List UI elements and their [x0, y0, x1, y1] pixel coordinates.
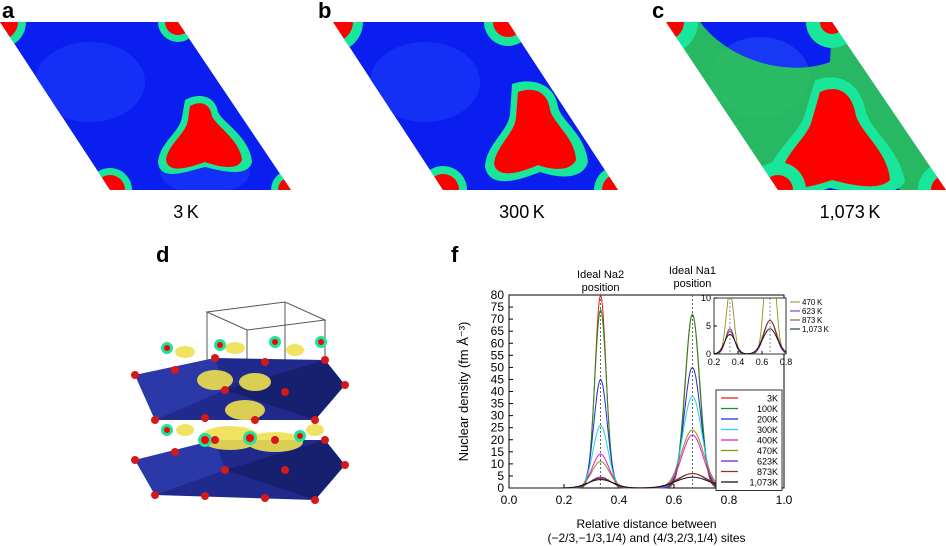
y-tick-label: 50 — [491, 360, 505, 374]
legend-label: 3K — [767, 394, 778, 404]
panel-label-c: c — [652, 0, 665, 23]
x-tick-label: 0.8 — [721, 493, 738, 507]
density-map-3k — [0, 22, 291, 190]
x-tick-label: 0.6 — [666, 493, 683, 507]
caption-3k: 3 K — [173, 202, 199, 222]
legend-label: 623K — [757, 457, 778, 467]
x-axis-label-line2: (−2/3,−1/3,1/4) and (4/3,2/3,1/4) sites — [547, 531, 745, 545]
panel-label-b: b — [318, 0, 332, 23]
inset-y-tick-label: 5 — [706, 321, 711, 331]
legend-label: 200K — [757, 415, 778, 425]
caption-1073k: 1,073 K — [819, 202, 881, 222]
panel-label-d: d — [156, 242, 170, 267]
y-tick-label: 65 — [491, 324, 505, 338]
oxygen-atoms — [131, 354, 349, 504]
y-tick-label: 75 — [491, 300, 505, 314]
position-annotations: Ideal Na2 position Ideal Na1 position — [577, 265, 716, 294]
y-tick-label: 25 — [491, 421, 505, 435]
y-tick-label: 45 — [491, 372, 505, 386]
y-tick-label: 30 — [491, 409, 505, 423]
crystal-structure — [131, 301, 349, 504]
inset-curves — [714, 298, 786, 354]
inset-legend-label: 873 K — [802, 316, 823, 325]
legend-label: 100K — [757, 404, 778, 414]
density-map-1073k — [666, 22, 946, 190]
y-axis-label: Nuclear density (fm Å⁻³) — [456, 322, 471, 462]
y-tick-label: 20 — [491, 433, 505, 447]
inset-legend-label: 1,073 K — [802, 325, 830, 334]
y-tick-label: 10 — [491, 457, 505, 471]
cross-section-markers — [161, 336, 327, 447]
inset-y-tick-label: 0 — [706, 349, 711, 359]
y-tick-label: 40 — [491, 385, 505, 399]
legend-label: 300K — [757, 425, 778, 435]
caption-300k: 300 K — [499, 202, 545, 222]
legend-label: 400K — [757, 436, 778, 446]
x-tick-label: 1.0 — [776, 493, 793, 507]
inset-x-tick-label: 0.2 — [708, 357, 721, 367]
y-tick-label: 70 — [491, 312, 505, 326]
annotation-na2-line1: Ideal Na2 — [577, 269, 624, 281]
inset-series-line-1,073K — [714, 328, 786, 354]
density-maps — [0, 22, 946, 190]
annotation-na1-line2: position — [673, 278, 711, 290]
y-tick-label: 55 — [491, 348, 505, 362]
inset-legend-label: 470 K — [802, 298, 823, 307]
panel-label-a: a — [2, 0, 15, 23]
inset-y-tick-label: 10 — [701, 293, 711, 303]
x-tick-label: 0.0 — [501, 493, 518, 507]
nuclear-density-chart: 0.0 0.2 0.4 0.6 0.8 1.00510152025303540455055… — [456, 265, 830, 545]
y-tick-label: 5 — [497, 469, 504, 483]
x-tick-label: 0.2 — [556, 493, 573, 507]
inset-legend-label: 623 K — [802, 307, 823, 316]
legend-label: 1,073K — [749, 478, 778, 488]
inset-x-tick-label: 0.4 — [732, 357, 745, 367]
x-tick-label: 0.4 — [611, 493, 628, 507]
annotation-na2-line2: position — [582, 282, 620, 294]
density-map-300k — [333, 22, 618, 190]
y-tick-label: 60 — [491, 336, 505, 350]
y-tick-label: 80 — [491, 288, 505, 302]
x-axis-label-line1: Relative distance between — [576, 517, 716, 531]
inset-series-line-470K — [714, 298, 786, 354]
y-tick-label: 0 — [497, 481, 504, 495]
annotation-na1-line1: Ideal Na1 — [669, 265, 716, 277]
legend-label: 470K — [757, 446, 778, 456]
inset-x-tick-label: 0.6 — [756, 357, 769, 367]
panel-label-f: f — [451, 242, 459, 267]
y-tick-label: 15 — [491, 445, 505, 459]
chart-axes: 0.0 0.2 0.4 0.6 0.8 1.00510152025303540455055… — [491, 288, 793, 507]
y-tick-label: 35 — [491, 397, 505, 411]
legend-label: 873K — [757, 467, 778, 477]
inset-x-tick-label: 0.8 — [780, 357, 793, 367]
